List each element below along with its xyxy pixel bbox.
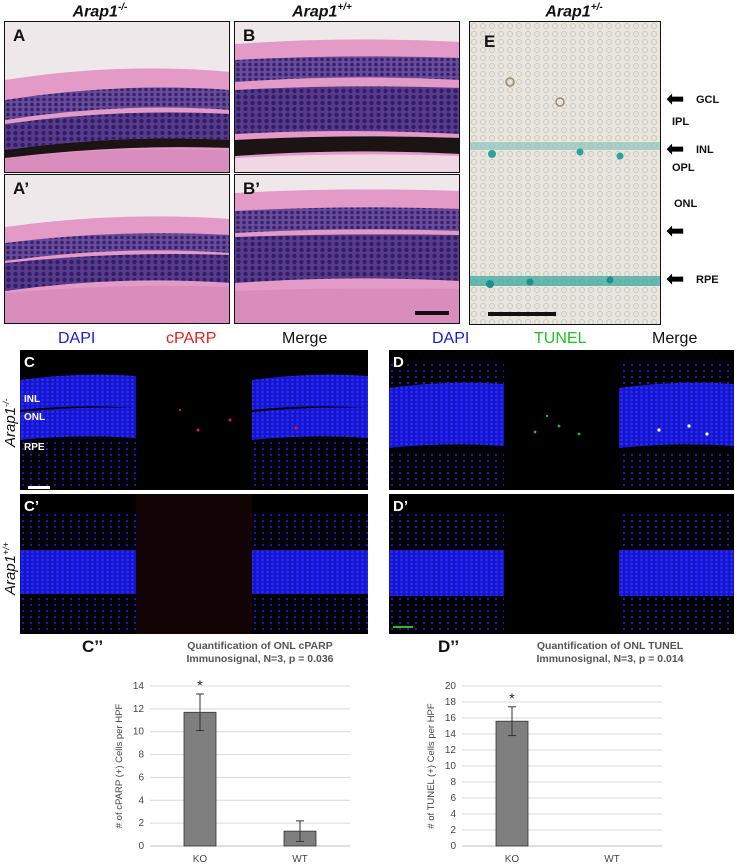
fluor-panel-d-prime: D’: [389, 494, 734, 634]
tunel-bar-chart: 0 2 4 6 8 10 12 14 16 18 20 # of TUNEL (+) Cells pe…: [426, 681, 662, 865]
y-axis-label: # of cPARP (+) Cells per HPF: [114, 704, 125, 829]
chart-title-cparp-line1: Quantification of ONL cPARP: [187, 640, 333, 652]
arrow-left-icon: ⬅: [666, 218, 685, 243]
tunel-fluorescence-image-d-prime: [389, 514, 734, 634]
bar-ko: [495, 720, 529, 847]
panel-label-c-prime: C’: [24, 498, 39, 515]
header-heterozygous: Arap1+/-: [545, 2, 603, 21]
y-tick-label: 14: [133, 681, 145, 692]
x-category-label: KO: [193, 854, 208, 865]
y-tick-label: 0: [138, 841, 144, 852]
layer-label-inl: INL: [696, 144, 714, 156]
panel-label-c-double-prime: C’’: [82, 637, 104, 656]
y-tick-label: 6: [450, 793, 456, 804]
panel-label-d: D: [393, 354, 404, 371]
channel-label-dapi-c: DAPI: [58, 330, 96, 347]
chart-title-tunel-line2: Immunosignal, N=3, p = 0.014: [536, 653, 684, 665]
channel-label-dapi-d: DAPI: [432, 330, 470, 347]
chart-title-tunel: Quantification of ONL TUNEL Immunosignal…: [490, 640, 730, 666]
y-tick-label: 10: [133, 727, 145, 738]
channel-label-merge-d: Merge: [652, 330, 698, 347]
panel-label-c: C: [24, 354, 35, 371]
panel-label-b-prime: B’: [243, 179, 260, 198]
x-category-label: WT: [604, 854, 620, 865]
he-section-image-a-prime: [5, 216, 229, 323]
layer-label-onl: ONL: [674, 198, 698, 210]
chart-title-tunel-line1: Quantification of ONL TUNEL: [536, 640, 684, 652]
y-tick-label: 2: [138, 818, 144, 829]
cparp-fluorescence-image-c-prime: [20, 494, 368, 634]
he-section-image-b: [235, 39, 459, 172]
y-tick-label: 14: [445, 729, 457, 740]
he-section-image-a: [5, 68, 229, 172]
panel-label-d-prime: D’: [393, 498, 408, 515]
he-section-image-b-prime: [235, 189, 459, 323]
y-tick-label: 8: [138, 750, 144, 761]
y-tick-label: 4: [138, 795, 144, 806]
tunel-fluorescence-image-d: [389, 360, 734, 490]
he-panel-b: B: [234, 21, 460, 173]
y-tick-label: 16: [445, 713, 457, 724]
layer-label-gcl: GCL: [696, 94, 720, 106]
row-label-wildtype: Arap1+/+: [1, 541, 19, 595]
channel-label-cparp: cPARP: [166, 330, 217, 347]
panel-label-a-prime: A’: [13, 179, 30, 198]
bar-ko: [183, 711, 217, 847]
layer-label-opl: OPL: [672, 162, 695, 174]
fluor-panel-c-prime: C’: [20, 494, 368, 634]
x-category-label: KO: [505, 854, 520, 865]
arrow-left-icon: ⬅: [666, 86, 685, 111]
y-tick-label: 18: [445, 697, 457, 708]
y-tick-label: 6: [138, 772, 144, 783]
y-axis-label: # of TUNEL (+) Cells per HPF: [426, 703, 437, 829]
significance-marker: *: [509, 690, 515, 706]
header-knockout: Arap1-/-: [72, 2, 128, 21]
y-tick-label: 12: [133, 704, 145, 715]
arrow-left-icon: ⬅: [666, 266, 685, 291]
fluor-layer-rpe: RPE: [24, 442, 45, 453]
layer-label-rpe: RPE: [696, 274, 719, 286]
channel-label-merge-c: Merge: [282, 330, 328, 347]
row-label-knockout: Arap1-/-: [1, 398, 19, 447]
chart-title-cparp-line2: Immunosignal, N=3, p = 0.036: [186, 653, 334, 665]
y-tick-label: 4: [450, 809, 456, 820]
fluor-panel-c: C INL ONL RPE: [20, 350, 368, 490]
cparp-fluorescence-image-c: [20, 350, 368, 490]
fluor-layer-onl: ONL: [24, 412, 46, 423]
tunel-chromogenic-panel-e: E: [469, 21, 661, 325]
cparp-bar-chart: 0 2 4 6 8 10 12 14 # of cPARP (+) Cells per HPF *…: [114, 677, 350, 865]
y-tick-label: 0: [450, 841, 456, 852]
fluor-panel-d: D: [389, 350, 734, 490]
tunel-section-image-e: [470, 22, 660, 324]
y-tick-label: 12: [445, 745, 457, 756]
he-panel-b-prime: B’: [234, 174, 460, 324]
fluor-layer-inl: INL: [24, 394, 41, 405]
he-panel-a-prime: A’: [4, 174, 230, 324]
channel-label-tunel: TUNEL: [534, 330, 587, 347]
arrow-left-icon: ⬅: [666, 136, 685, 161]
y-tick-label: 20: [445, 681, 457, 692]
retina-layer-annotations: ⬅ GCL IPL ⬅ INL OPL ONL ⬅ ⬅ RPE: [664, 86, 734, 330]
panel-label-a: A: [13, 26, 26, 45]
panel-label-b: B: [243, 26, 256, 45]
x-category-label: WT: [292, 854, 308, 865]
y-tick-label: 10: [445, 761, 457, 772]
panel-label-e: E: [484, 32, 496, 51]
y-tick-label: 8: [450, 777, 456, 788]
significance-marker: *: [197, 677, 203, 693]
panel-label-d-double-prime: D’’: [438, 637, 460, 656]
header-wildtype: Arap1+/+: [292, 2, 352, 21]
layer-label-ipl: IPL: [672, 116, 690, 128]
y-tick-label: 2: [450, 825, 456, 836]
chart-title-cparp: Quantification of ONL cPARP Immunosignal…: [140, 640, 380, 666]
he-panel-a: A: [4, 21, 230, 173]
